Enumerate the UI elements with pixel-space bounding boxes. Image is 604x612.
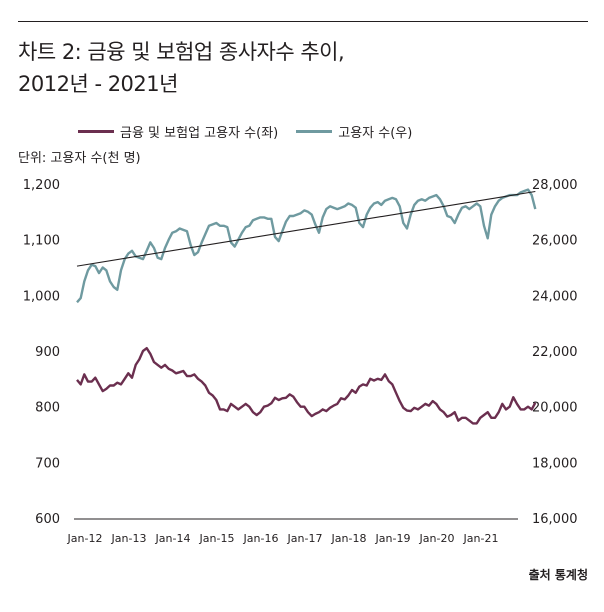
- y-left-tick-label: 900: [35, 345, 60, 360]
- y-left-tick-label: 1,100: [23, 234, 60, 249]
- legend-item-finance: 금융 및 보험업 고용자 수(좌): [78, 122, 278, 141]
- y-right-tick-label: 22,000: [532, 345, 578, 360]
- y-right-tick-label: 20,000: [532, 401, 578, 416]
- chart-title-line1: 차트 2: 금융 및 보험업 종사자수 추이,: [18, 40, 345, 64]
- legend-label-finance: 금융 및 보험업 고용자 수(좌): [120, 126, 279, 141]
- legend-label-employment: 고용자 수(우): [338, 126, 413, 141]
- x-tick-label: Jan-14: [155, 532, 191, 545]
- title-rule: [18, 21, 588, 22]
- legend-swatch-employment: [296, 130, 333, 133]
- y-left-tick-label: 1,000: [23, 289, 60, 304]
- trendline-employment: [76, 190, 536, 267]
- x-tick-label: Jan-19: [375, 532, 411, 545]
- y-left-tick-label: 800: [35, 401, 60, 416]
- source-label: 출처 통계청: [528, 568, 588, 582]
- y-left-tick-label: 600: [35, 512, 60, 527]
- x-tick-label: Jan-21: [463, 532, 499, 545]
- chart-title: 차트 2: 금융 및 보험업 종사자수 추이, 2012년 - 2021년: [18, 36, 345, 100]
- legend-swatch-finance: [78, 130, 114, 133]
- legend: 금융 및 보험업 고용자 수(좌) 고용자 수(우): [78, 122, 430, 141]
- chart-title-line2: 2012년 - 2021년: [18, 72, 178, 96]
- x-tick-label: Jan-13: [111, 532, 147, 545]
- x-tick-label: Jan-17: [287, 532, 323, 545]
- series-line-finance: [76, 347, 537, 425]
- x-tick-label: Jan-15: [199, 532, 235, 545]
- series-line-employment: [76, 188, 537, 304]
- y-right-tick-label: 26,000: [532, 234, 578, 249]
- x-tick-label: Jan-16: [243, 532, 279, 545]
- y-right-tick-label: 18,000: [532, 456, 578, 471]
- x-tick-label: Jan-20: [419, 532, 455, 545]
- legend-item-employment: 고용자 수(우): [296, 122, 412, 141]
- x-tick-label: Jan-18: [331, 532, 367, 545]
- unit-label: 단위: 고용자 수(천 명): [18, 151, 141, 166]
- y-right-tick-label: 28,000: [532, 178, 578, 193]
- y-right-tick-label: 24,000: [532, 289, 578, 304]
- y-right-tick-label: 16,000: [532, 512, 578, 527]
- y-left-tick-label: 700: [35, 456, 60, 471]
- y-left-tick-label: 1,200: [23, 178, 60, 193]
- x-tick-label: Jan-12: [67, 532, 103, 545]
